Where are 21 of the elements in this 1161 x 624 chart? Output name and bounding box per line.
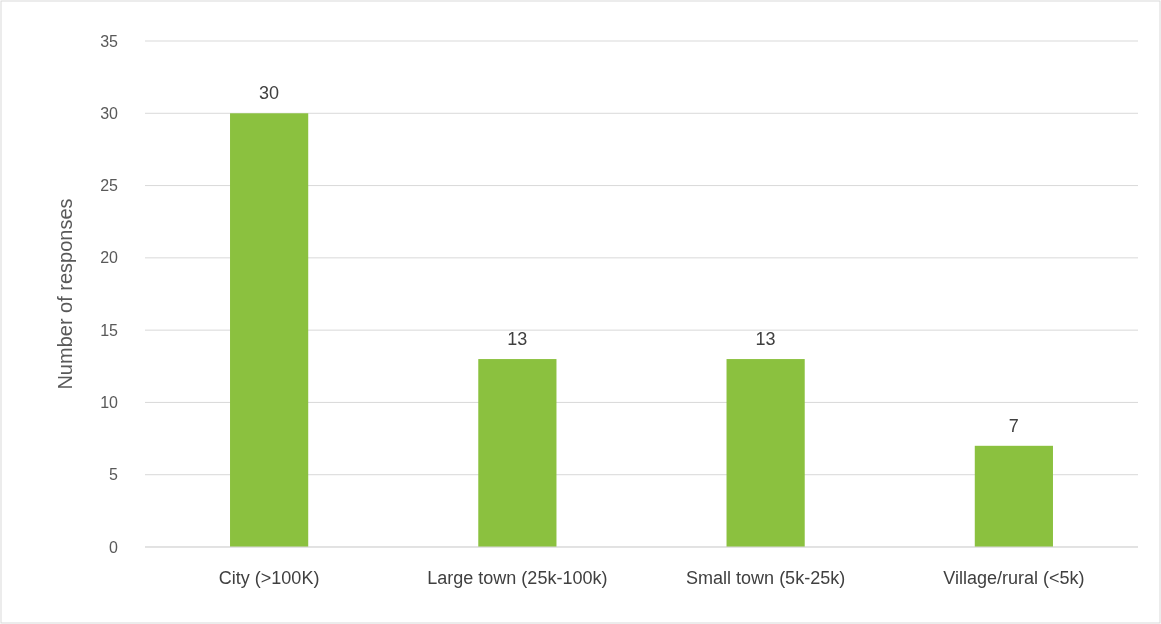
x-tick-label: City (>100K) (218, 568, 320, 588)
bar (726, 359, 805, 547)
data-label: 7 (1008, 415, 1019, 436)
data-label: 30 (259, 83, 280, 104)
bar (478, 359, 557, 547)
y-tick-label: 30 (100, 104, 119, 122)
y-tick-label: 35 (100, 32, 119, 50)
x-tick-label: Small town (5k-25k) (686, 568, 846, 588)
y-tick-label: 0 (109, 538, 119, 556)
x-tick-label: Village/rural (<5k) (943, 568, 1085, 588)
y-axis-title: Number of responses (54, 198, 76, 390)
data-label: 13 (755, 329, 776, 350)
x-tick-label: Large town (25k-100k) (427, 568, 608, 588)
y-tick-label: 25 (100, 177, 119, 195)
y-tick-label: 5 (109, 466, 119, 484)
bar (974, 445, 1053, 547)
bar (230, 113, 309, 547)
y-tick-label: 20 (100, 249, 119, 267)
data-label: 13 (507, 329, 528, 350)
y-tick-label: 10 (100, 394, 119, 412)
y-tick-label: 15 (100, 321, 119, 339)
